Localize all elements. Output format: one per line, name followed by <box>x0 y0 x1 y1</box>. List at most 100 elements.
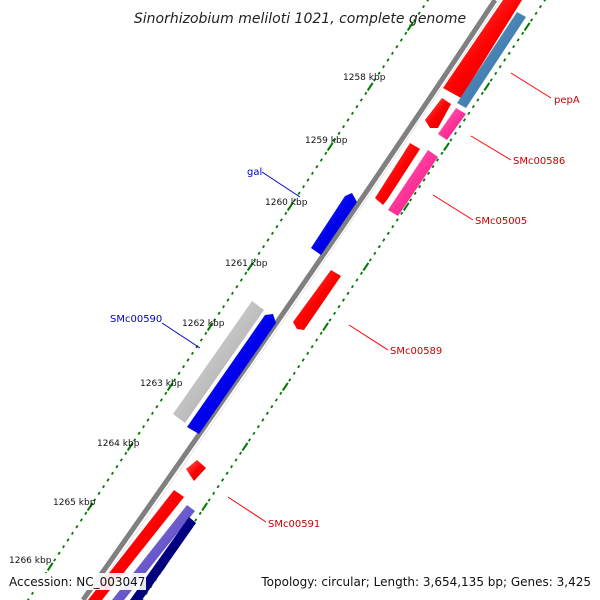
feature-bottom-navy[interactable] <box>130 517 196 600</box>
tick-mark <box>150 411 154 415</box>
tick-mark <box>341 298 346 302</box>
feature-bottom-red[interactable] <box>88 490 184 600</box>
tick-mark <box>476 98 480 102</box>
tick-mark <box>70 531 74 535</box>
tick-mark <box>449 138 453 142</box>
feature-SMc00589[interactable] <box>293 270 341 330</box>
tick-mark <box>337 131 341 136</box>
label-SMc00590[interactable]: SMc00590 <box>110 314 162 325</box>
tick-mark <box>402 202 410 211</box>
tick-mark <box>261 418 265 422</box>
tick-mark <box>471 105 475 109</box>
tick-mark <box>440 151 444 156</box>
tick-mark <box>350 285 354 289</box>
feature-SMc00590-grey[interactable] <box>173 301 264 423</box>
tick-mark <box>413 191 417 195</box>
tick-mark <box>274 398 278 402</box>
feature-SMc00586-gene[interactable] <box>425 98 451 128</box>
tick-mark <box>293 198 297 202</box>
feature-gal[interactable] <box>311 193 357 255</box>
backbone <box>80 0 501 600</box>
tick-mark <box>270 231 274 235</box>
tick-mark <box>538 4 543 9</box>
feature-pepA-cds[interactable] <box>457 12 526 108</box>
tick-mark <box>79 518 83 522</box>
tick-mark <box>257 251 261 256</box>
tick-mark <box>523 22 531 31</box>
tick-mark <box>26 598 30 600</box>
tick-mark <box>222 305 226 309</box>
tick-mark <box>86 502 94 511</box>
tick-mark <box>395 218 399 222</box>
tick-mark <box>201 502 209 511</box>
tick-mark <box>57 551 61 556</box>
tick-mark <box>366 82 374 91</box>
tick-mark <box>288 378 292 382</box>
tick-mark <box>395 44 399 49</box>
label-SMc05005[interactable]: SMc05005 <box>475 216 527 227</box>
tick-mark <box>399 38 403 42</box>
tick-mark <box>512 45 516 49</box>
tick-mark <box>404 31 408 36</box>
map-title: Sinorhizobium meliloti 1021, complete ge… <box>134 11 466 27</box>
tick-mark <box>279 391 283 396</box>
tick-label-1264: 1264 kbp <box>97 439 140 449</box>
feature-SMc05005-cds[interactable] <box>388 150 438 216</box>
label-gal[interactable]: gal <box>247 167 262 178</box>
tick-label-1262: 1262 kbp <box>182 319 225 329</box>
tick-mark <box>106 478 110 482</box>
tick-mark <box>262 245 266 249</box>
tick-mark <box>480 91 484 96</box>
label-SMc00591[interactable]: SMc00591 <box>268 519 320 530</box>
tick-mark <box>286 202 294 211</box>
tick-mark <box>225 471 229 476</box>
tick-mark <box>247 438 251 442</box>
tick-mark <box>46 562 54 571</box>
tick-mark <box>458 124 462 129</box>
feature-SMc00590-blue[interactable] <box>187 314 276 434</box>
label-SMc00586[interactable]: SMc00586 <box>513 156 565 167</box>
tick-mark <box>284 211 288 216</box>
tick-mark <box>265 411 269 416</box>
tick-mark <box>230 465 234 469</box>
tick-mark <box>453 131 457 135</box>
tick-mark <box>355 104 359 109</box>
tick-mark <box>102 485 106 489</box>
tick-mark <box>124 451 128 456</box>
tick-mark <box>530 18 534 22</box>
tick-mark <box>355 278 359 282</box>
label-pepA[interactable]: pepA <box>554 95 580 106</box>
tick-mark <box>186 358 190 362</box>
tick-label-1259: 1259 kbp <box>305 136 348 146</box>
feature-SMc00586-cds[interactable] <box>438 108 466 140</box>
tick-mark <box>462 118 466 122</box>
feature-SMc05005-gene[interactable] <box>375 143 420 205</box>
tick-mark <box>238 451 243 456</box>
tick-mark <box>281 382 289 391</box>
tick-mark <box>377 71 381 76</box>
label-SMc00589[interactable]: SMc00589 <box>390 346 442 357</box>
tick-mark <box>279 218 283 222</box>
tick-mark <box>359 271 363 276</box>
tick-mark <box>173 378 177 382</box>
tick-mark <box>213 318 217 322</box>
tick-mark <box>115 464 119 469</box>
tick-mark <box>62 545 66 549</box>
tick-mark <box>324 151 328 156</box>
tick-mark <box>302 185 306 189</box>
tick-mark <box>498 64 502 69</box>
tick-mark <box>234 458 238 462</box>
tick-mark <box>217 311 221 316</box>
tick-mark <box>382 65 386 69</box>
tick-mark <box>75 524 79 529</box>
tick-label-1261: 1261 kbp <box>225 259 268 269</box>
tick-mark <box>159 398 163 402</box>
tick-mark <box>206 322 214 331</box>
tick-mark <box>443 142 450 151</box>
feature-pepA-gene[interactable] <box>443 0 522 98</box>
tick-labels: 1258 kbp 1259 kbp 1260 kbp 1261 kbp 1262… <box>9 73 386 566</box>
feature-SMc00591[interactable] <box>186 460 206 481</box>
tick-mark <box>400 211 404 216</box>
tick-mark <box>137 431 141 436</box>
